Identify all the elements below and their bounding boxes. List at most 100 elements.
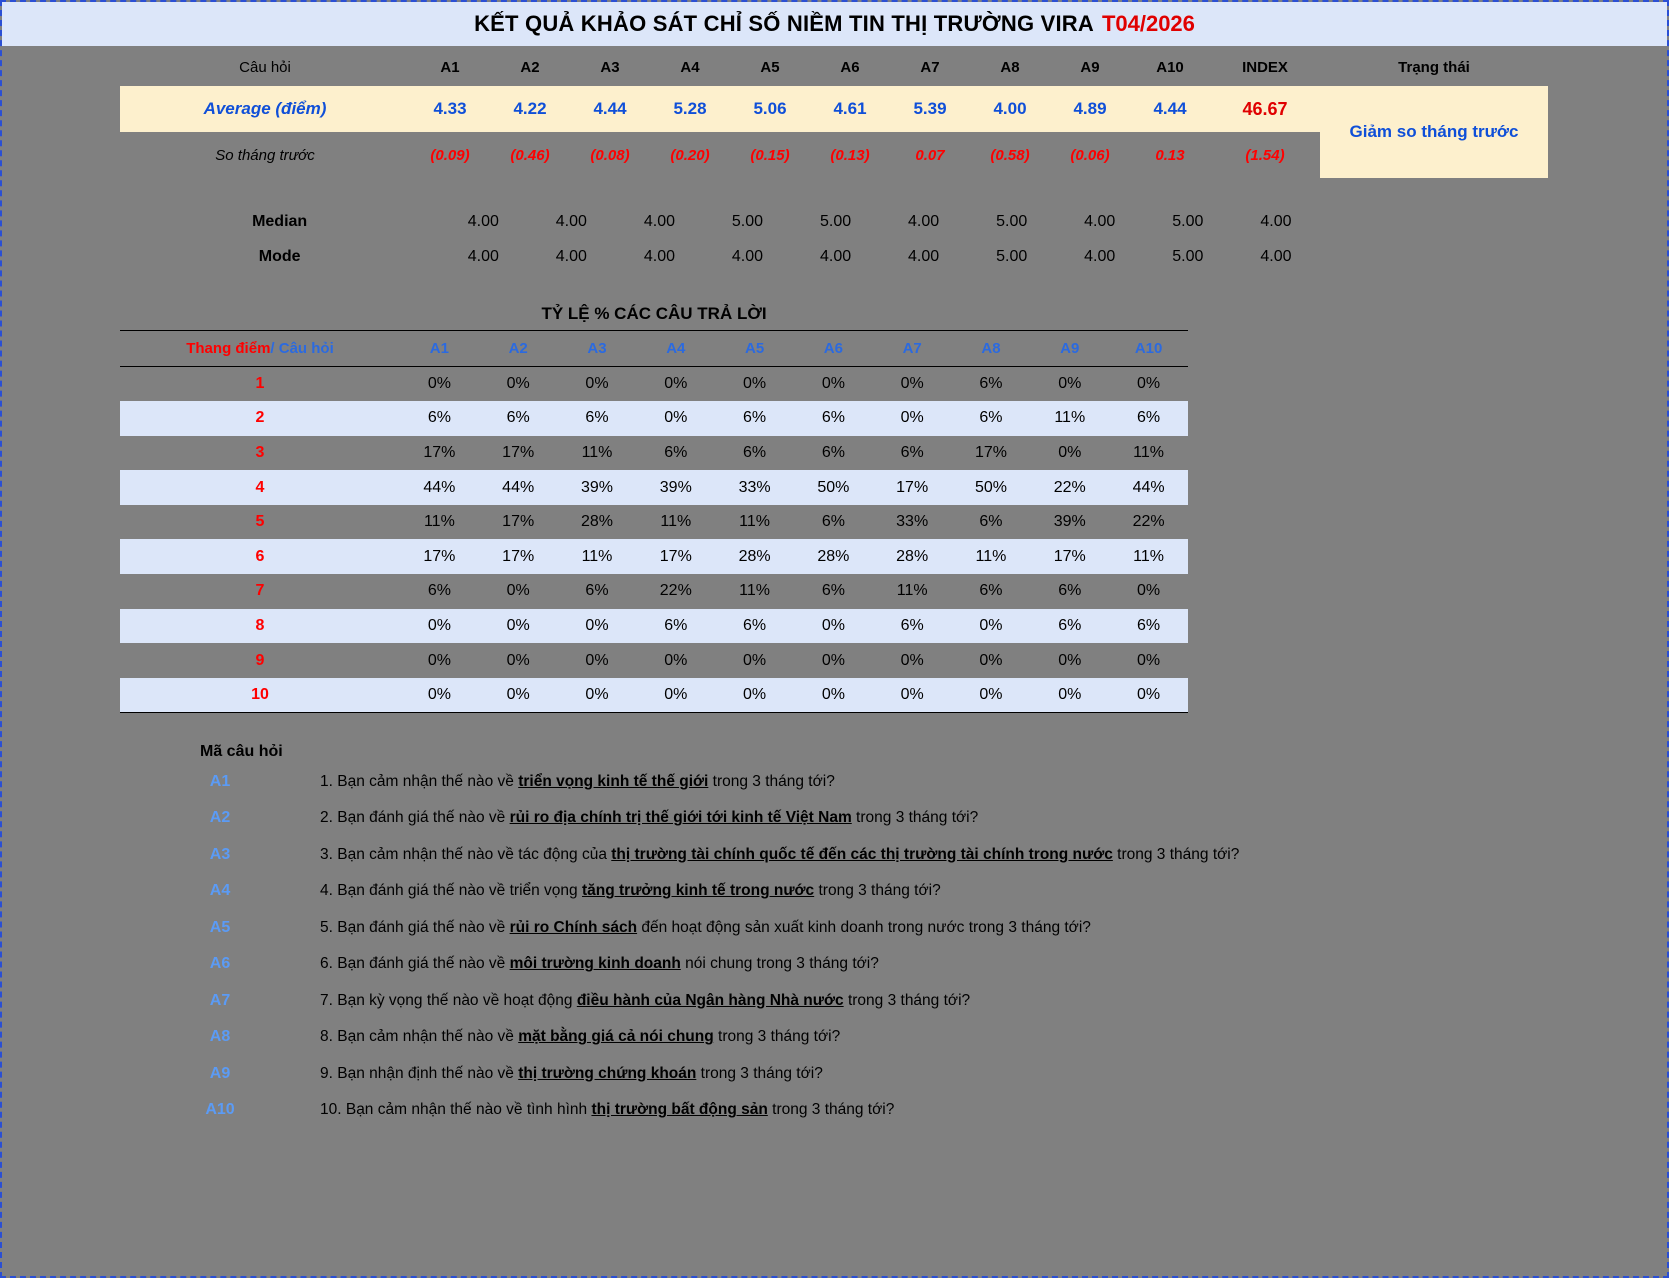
percent-cell: 17% bbox=[400, 539, 479, 575]
average-a4: 5.28 bbox=[650, 86, 730, 132]
percent-cell: 6% bbox=[715, 608, 794, 644]
summary-table: Câu hỏi A1 A2 A3 A4 A5 A6 A7 A8 A9 A10 I… bbox=[120, 48, 1548, 178]
percent-col-a1: A1 bbox=[400, 330, 479, 367]
median-a6: 4.00 bbox=[908, 212, 940, 230]
percent-col-a7: A7 bbox=[872, 330, 952, 367]
median-a5: 5.00 bbox=[819, 212, 852, 230]
percent-cell: 0% bbox=[400, 677, 479, 713]
percent-cell: 0% bbox=[979, 651, 1003, 669]
percent-cell: 39% bbox=[1053, 513, 1086, 531]
average-index-value: 46.67 bbox=[1210, 86, 1320, 132]
compare-prev-a2: (0.46) bbox=[510, 146, 550, 164]
percent-cell: 11% bbox=[1133, 443, 1164, 461]
median-label: Median bbox=[252, 212, 308, 230]
percent-scale-label: 2 bbox=[120, 401, 400, 436]
legend-code-a9: A9 bbox=[209, 1064, 231, 1082]
summary-header-row: Câu hỏi A1 A2 A3 A4 A5 A6 A7 A8 A9 A10 I… bbox=[120, 48, 1548, 86]
percent-cell: 11% bbox=[581, 443, 613, 461]
table-row: 6 17% 17% 11% 17% 28% 28% 28% 11% 17% 11… bbox=[120, 539, 1188, 575]
legend-code-a8: A8 bbox=[209, 1028, 231, 1046]
percent-cell: 11% bbox=[951, 539, 1031, 575]
percent-cell: 0% bbox=[715, 677, 794, 713]
summary-col-a3: A3 bbox=[600, 58, 620, 76]
percent-cell: 0% bbox=[1137, 651, 1161, 669]
legend-code-a1: A1 bbox=[209, 772, 231, 790]
percent-cell: 11% bbox=[660, 513, 692, 531]
median-a9: 5.00 bbox=[1172, 212, 1204, 230]
table-row: 4 44% 44% 39% 39% 33% 50% 17% 50% 22% 44… bbox=[120, 470, 1188, 505]
percent-cell: 11% bbox=[739, 582, 770, 600]
percent-cell: 28% bbox=[715, 539, 794, 575]
percent-cell: 0% bbox=[557, 608, 637, 644]
percent-cell: 6% bbox=[979, 582, 1003, 600]
compare-prev-index: (1.54) bbox=[1245, 146, 1285, 164]
median-a7: 5.00 bbox=[996, 212, 1028, 230]
legend-text-a6: 6. Bạn đánh giá thế nào về môi trường ki… bbox=[320, 955, 879, 973]
average-a1: 4.33 bbox=[410, 86, 490, 132]
percent-cell: 0% bbox=[400, 608, 479, 644]
summary-col-a9: A9 bbox=[1080, 58, 1100, 76]
compare-prev-a4: (0.20) bbox=[670, 146, 710, 164]
mode-label: Mode bbox=[258, 247, 301, 265]
percent-corner-question: / Câu hỏi bbox=[270, 340, 334, 357]
page-title: KẾT QUẢ KHẢO SÁT CHỈ SỐ NIỀM TIN THỊ TRƯ… bbox=[474, 11, 1094, 36]
percent-cell: 50% bbox=[793, 470, 873, 505]
percent-col-a9: A9 bbox=[1030, 330, 1110, 367]
percent-cell: 44% bbox=[1109, 470, 1188, 505]
percent-cell: 11% bbox=[739, 513, 770, 531]
percent-cell: 0% bbox=[1058, 651, 1082, 669]
compare-prev-a9: (0.06) bbox=[1070, 146, 1110, 164]
legend-text-a2: 2. Bạn đánh giá thế nào về rủi ro địa ch… bbox=[320, 809, 979, 827]
percent-cell: 0% bbox=[585, 651, 609, 669]
legend-text-a5: 5. Bạn đánh giá thế nào về rủi ro Chính … bbox=[320, 918, 1091, 936]
percent-col-a6: A6 bbox=[793, 330, 873, 367]
percent-scale-label: 4 bbox=[120, 470, 400, 505]
percent-cell: 6% bbox=[743, 443, 767, 461]
percent-scale-label: 7 bbox=[255, 582, 265, 600]
status-badge: Giảm so tháng trước bbox=[1320, 86, 1548, 178]
percent-cell: 33% bbox=[715, 470, 794, 505]
percent-cell: 0% bbox=[506, 375, 530, 393]
mode-a3: 4.00 bbox=[643, 247, 675, 265]
median-a2: 4.00 bbox=[555, 212, 587, 230]
average-row: Average (điểm) 4.33 4.22 4.44 5.28 5.06 … bbox=[120, 86, 1548, 178]
percent-cell: 0% bbox=[585, 375, 609, 393]
percent-cell: 0% bbox=[427, 651, 451, 669]
average-a9: 4.89 bbox=[1050, 86, 1130, 132]
table-row: 7 6% 0% 6% 22% 11% 6% 11% 6% 6% 0% bbox=[120, 574, 1188, 609]
percent-cell: 0% bbox=[793, 608, 873, 644]
percent-col-a10: A10 bbox=[1109, 330, 1188, 367]
list-item: A6 6. Bạn đánh giá thế nào về môi trường… bbox=[120, 955, 1669, 992]
percent-col-a4: A4 bbox=[636, 330, 716, 367]
percent-cell: 6% bbox=[715, 401, 794, 436]
percent-cell: 0% bbox=[664, 651, 688, 669]
mode-a7: 5.00 bbox=[996, 247, 1028, 265]
percent-cell: 6% bbox=[872, 608, 952, 644]
list-item: A10 10. Bạn cảm nhận thế nào về tình hìn… bbox=[120, 1101, 1669, 1138]
summary-col-a1: A1 bbox=[440, 58, 460, 76]
mode-a10: 4.00 bbox=[1260, 247, 1292, 265]
table-row: 2 6% 6% 6% 0% 6% 6% 0% 6% 11% 6% bbox=[120, 401, 1188, 436]
percent-col-a3: A3 bbox=[557, 330, 637, 367]
percent-cell: 11% bbox=[1030, 401, 1110, 436]
percent-cell: 39% bbox=[636, 470, 716, 505]
percent-scale-label: 10 bbox=[120, 677, 400, 713]
percent-cell: 0% bbox=[478, 608, 558, 644]
percent-cell: 17% bbox=[974, 443, 1007, 461]
compare-prev-a10: 0.13 bbox=[1155, 146, 1185, 164]
percent-cell: 28% bbox=[580, 513, 613, 531]
mode-a6: 4.00 bbox=[908, 247, 940, 265]
percent-scale-label: 1 bbox=[255, 375, 265, 393]
percent-cell: 6% bbox=[636, 608, 716, 644]
mode-a4: 4.00 bbox=[731, 247, 764, 265]
compare-prev-a5: (0.15) bbox=[750, 146, 790, 164]
compare-prev-a8: (0.58) bbox=[990, 146, 1030, 164]
legend-code-a6: A6 bbox=[209, 955, 231, 973]
median-a4: 5.00 bbox=[731, 212, 764, 230]
table-row: 1 0% 0% 0% 0% 0% 0% 0% 6% 0% 0% bbox=[120, 367, 1188, 402]
percent-cell: 0% bbox=[478, 677, 558, 713]
percent-cell: 11% bbox=[1109, 539, 1188, 575]
percent-cell: 6% bbox=[1030, 608, 1110, 644]
median-a10: 4.00 bbox=[1260, 212, 1292, 230]
percent-cell: 6% bbox=[400, 401, 479, 436]
